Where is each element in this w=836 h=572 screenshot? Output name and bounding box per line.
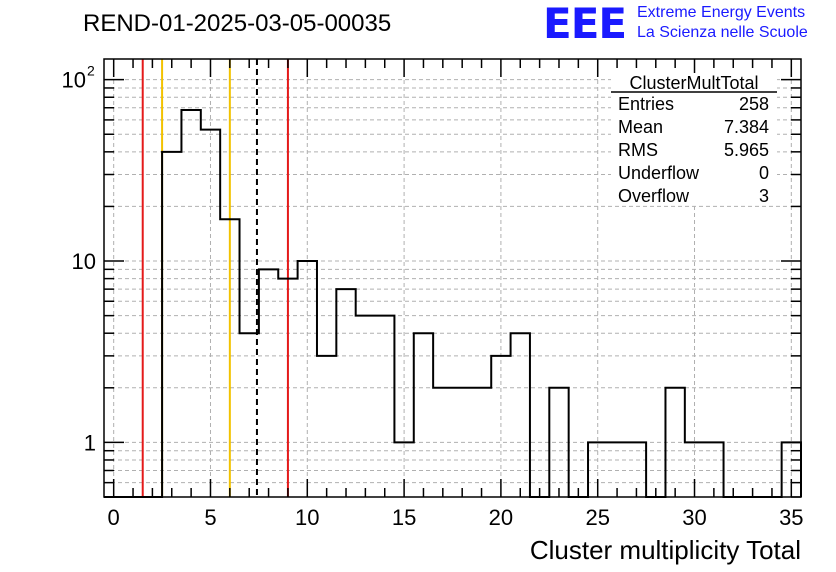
y-tick-label: 10 [72,249,96,274]
stats-title: ClusterMultTotal [629,73,758,93]
x-tick-label: 0 [108,505,120,530]
x-tick-label: 10 [295,505,319,530]
x-tick-label: 30 [682,505,706,530]
stats-row-value: 7.384 [724,117,769,137]
eee-logo: EEE [543,0,627,48]
y-tick-label: 1 [84,430,96,455]
stats-row-label: Underflow [618,163,700,183]
x-axis-label: Cluster multiplicity Total [530,535,801,565]
x-tick-label: 35 [779,505,803,530]
y-tick-exponent: 2 [87,63,95,79]
histogram-bins [104,109,802,498]
stats-row-value: 0 [759,163,769,183]
stats-row-label: Entries [618,94,674,114]
x-tick-labels: 0 5 10 15 20 25 30 35 [108,505,804,530]
stats-row-label: Overflow [618,186,690,206]
histogram-title: REND-01-2025-03-05-00035 [83,10,392,37]
x-tick-label: 25 [585,505,609,530]
stats-box: ClusterMultTotal Entries 258 Mean 7.384 RMS 5… [611,73,777,206]
stats-row-value: 5.965 [724,140,769,160]
stats-row-label: RMS [618,140,658,160]
histogram-series [104,109,802,498]
x-tick-label: 5 [204,505,216,530]
logo-tagline-1: Extreme Energy Events [637,4,806,21]
x-tick-label: 15 [392,505,416,530]
stats-rows: Entries 258 Mean 7.384 RMS 5.965 Underflow 0 Ove… [618,94,769,206]
logo-tagline-2: La Scienza nelle Scuole [637,24,808,41]
stats-row-value: 258 [739,94,769,114]
stats-row-label: Mean [618,117,663,137]
axis-ticks [104,59,801,498]
y-tick-label: 10 [62,68,86,93]
reference-lines [141,59,289,497]
x-tick-label: 20 [489,505,513,530]
stats-row-value: 3 [759,186,769,206]
